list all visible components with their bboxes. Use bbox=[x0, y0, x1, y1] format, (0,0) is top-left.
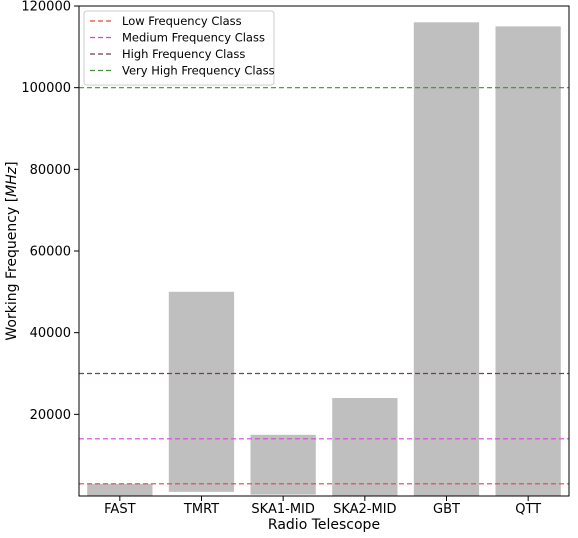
x-tick-label: QTT bbox=[515, 502, 541, 517]
bars-layer bbox=[87, 22, 561, 497]
legend: Low Frequency Class Medium Frequency Clas… bbox=[83, 10, 275, 86]
legend-label: Medium Frequency Class bbox=[122, 31, 265, 45]
y-tick-label: 100000 bbox=[21, 81, 71, 96]
y-tick-label: 20000 bbox=[30, 408, 71, 423]
legend-label: Low Frequency Class bbox=[122, 14, 242, 28]
legend-label: High Frequency Class bbox=[122, 47, 245, 61]
y-tick-label: 40000 bbox=[30, 326, 71, 341]
y-tick-label: 60000 bbox=[30, 245, 71, 260]
bar-ska2-mid bbox=[332, 398, 398, 496]
bar-ska1-mid bbox=[250, 434, 316, 495]
bar-tmrt bbox=[168, 291, 235, 492]
y-axis-label: Working Frequency [MHz] bbox=[4, 161, 20, 340]
x-axis-label: Radio Telescope bbox=[268, 517, 380, 533]
y-tick-label: 80000 bbox=[30, 163, 71, 178]
x-tick-label: SKA2-MID bbox=[333, 502, 396, 517]
bar-gbt bbox=[413, 22, 480, 497]
y-axis-label-prefix: Working Frequency [ bbox=[4, 197, 20, 341]
x-tick-label: SKA1-MID bbox=[251, 502, 314, 517]
y-tick-label: 120000 bbox=[21, 0, 71, 15]
x-tick-label: GBT bbox=[433, 502, 460, 517]
bar-fast bbox=[87, 483, 153, 497]
ticks-layer: 20000 40000 60000 80000 100000 120000 FAST TMRT… bbox=[21, 0, 541, 517]
bar-qtt bbox=[495, 26, 561, 497]
y-axis-label-suffix: ] bbox=[4, 161, 20, 166]
y-axis-label-unit: MHz bbox=[4, 166, 20, 197]
legend-box bbox=[83, 10, 275, 86]
x-tick-label: TMRT bbox=[183, 502, 219, 517]
reference-lines-layer bbox=[79, 87, 569, 485]
legend-label: Very High Frequency Class bbox=[122, 64, 275, 78]
x-tick-label: FAST bbox=[104, 502, 135, 517]
